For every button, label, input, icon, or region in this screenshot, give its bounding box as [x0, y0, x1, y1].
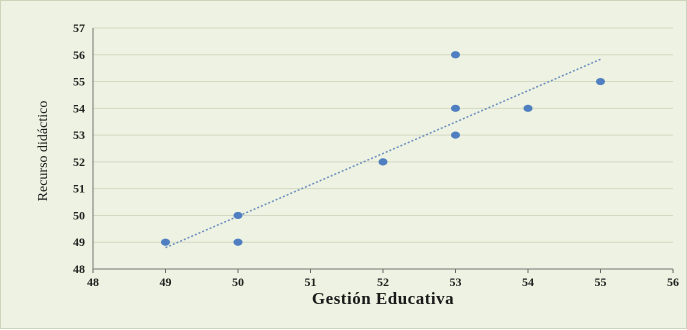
- y-tick-label: 48: [73, 262, 85, 276]
- x-axis-title: Gestión Educativa: [312, 289, 454, 308]
- y-tick-label: 55: [73, 75, 85, 89]
- data-point: [596, 77, 605, 86]
- x-tick-label: 51: [305, 275, 317, 289]
- y-tick-labels: 48 49 50 51 52 53 54 55 56 57: [73, 21, 85, 276]
- data-point: [451, 51, 460, 59]
- data-point: [161, 238, 170, 246]
- y-tick-label: 49: [73, 235, 85, 249]
- data-point: [523, 104, 533, 112]
- y-axis-title: Recurso didáctico: [36, 101, 51, 202]
- grid-lines: [93, 27, 673, 270]
- data-points: [161, 51, 605, 246]
- y-tick-label: 52: [73, 155, 85, 169]
- data-point: [378, 158, 388, 166]
- trendline-line: [165, 58, 601, 249]
- y-tick-label: 53: [73, 128, 85, 142]
- axes: [92, 28, 674, 273]
- y-tick-label: 51: [73, 182, 85, 196]
- x-tick-label: 54: [522, 275, 534, 289]
- y-tick-label: 56: [73, 48, 85, 62]
- data-point: [233, 238, 243, 246]
- y-tick-label: 50: [73, 208, 85, 222]
- x-tick-label: 55: [595, 275, 607, 289]
- x-tick-label: 56: [667, 275, 679, 289]
- x-tick-label: 49: [160, 275, 172, 289]
- x-tick-label: 50: [232, 275, 244, 289]
- data-point: [233, 211, 243, 220]
- x-tick-label: 53: [450, 275, 462, 289]
- x-tick-label: 48: [87, 275, 99, 289]
- x-tick-labels: 48 49 50 51 52 53 54 55 56: [87, 275, 679, 289]
- x-tick-label: 52: [377, 275, 389, 289]
- data-point: [451, 131, 460, 139]
- y-tick-label: 54: [73, 101, 85, 115]
- data-point: [451, 104, 460, 112]
- trendline: [165, 58, 601, 249]
- y-tick-label: 57: [73, 21, 85, 35]
